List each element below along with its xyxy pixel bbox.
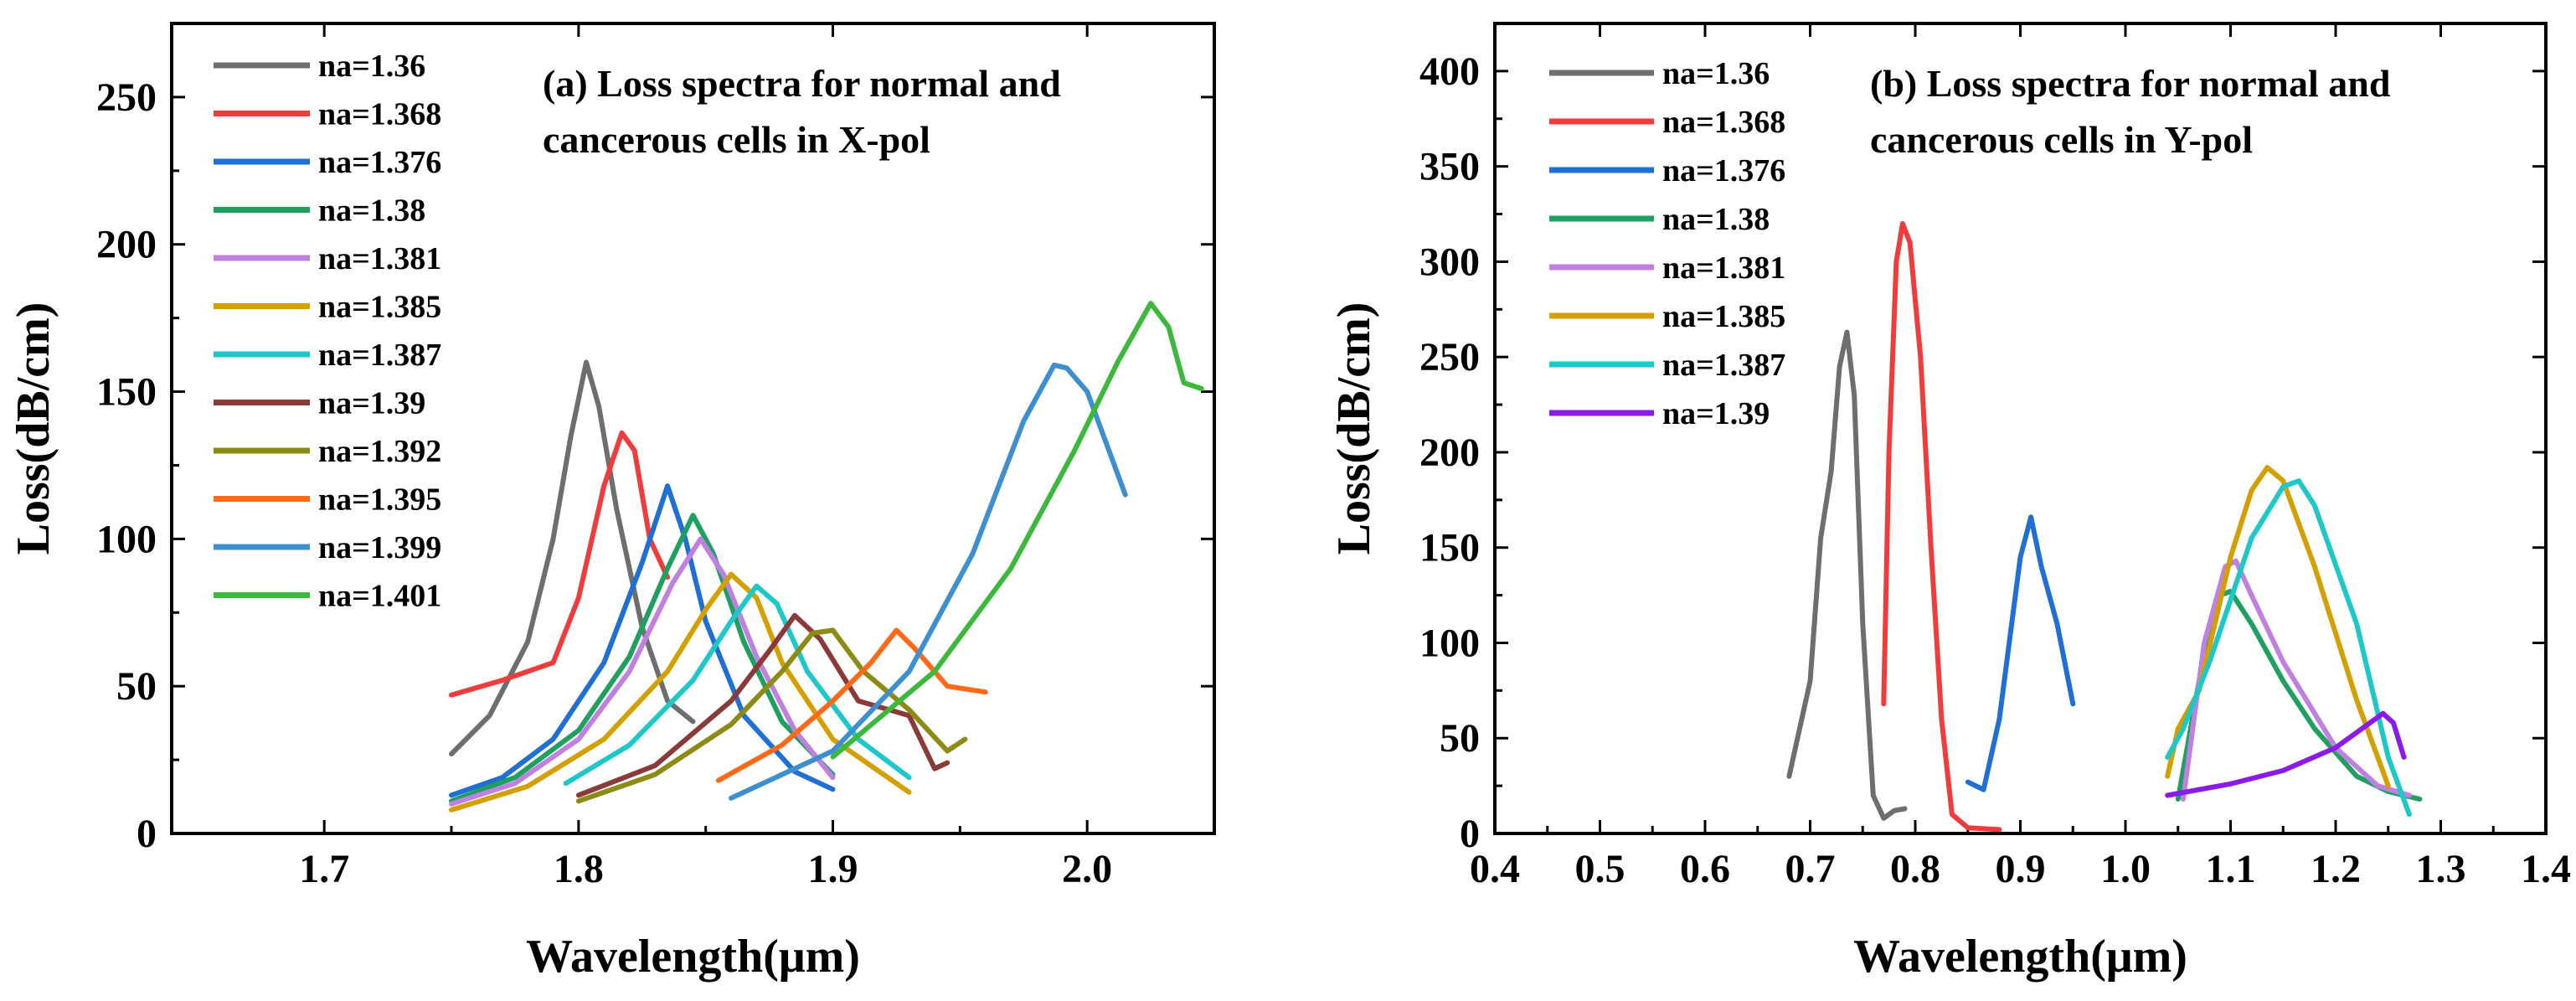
legend-label: na=1.39 xyxy=(1662,396,1770,431)
series-line-na=1.385 xyxy=(449,571,912,813)
legend-label: na=1.38 xyxy=(1662,202,1770,237)
y-tick-label: 300 xyxy=(1419,240,1480,284)
x-tick-label: 2.0 xyxy=(1062,847,1112,891)
y-tick-label: 0 xyxy=(137,812,157,856)
legend-label: na=1.387 xyxy=(318,338,441,373)
series-line-na=1.381 xyxy=(449,536,836,807)
x-tick-label: 1.7 xyxy=(299,847,349,891)
legend-label: na=1.395 xyxy=(318,482,441,518)
series-line-na=1.39 xyxy=(575,612,951,798)
x-tick-label: 1.0 xyxy=(2100,847,2151,891)
legend-label: na=1.385 xyxy=(1662,299,1785,334)
chart-title-line: cancerous cells in X-pol xyxy=(543,118,930,161)
x-tick-label: 0.7 xyxy=(1785,847,1836,891)
legend: na=1.36 na=1.368 na=1.376 na=1.38 na=1.381 na… xyxy=(214,49,441,614)
chart-panel-a: 1.7 1.8 1.9 2.0 0 50 100 150 200 250 Wavelength(μm… xyxy=(8,22,1216,983)
legend-label: na=1.368 xyxy=(318,97,441,132)
legend-label: na=1.385 xyxy=(318,290,441,325)
chart-title-line: cancerous cells in Y-pol xyxy=(1870,118,2253,161)
x-axis-label: Wavelength(μm) xyxy=(1853,931,2187,983)
series-line-na=1.36 xyxy=(1786,329,1908,821)
chart-title-line: (b) Loss spectra for normal and xyxy=(1870,62,2391,105)
series-line-na=1.401 xyxy=(830,301,1204,760)
y-axis-label: Loss(dB/cm) xyxy=(1328,302,1380,555)
x-tick-label: 0.9 xyxy=(1996,847,2046,891)
y-tick-label: 250 xyxy=(1419,335,1480,379)
y-axis-label: Loss(dB/cm) xyxy=(8,302,59,555)
y-tick-label: 150 xyxy=(1419,526,1480,570)
x-tick-label: 0.6 xyxy=(1680,847,1730,891)
y-tick-label: 0 xyxy=(1460,812,1480,856)
chart-title-line: (a) Loss spectra for normal and xyxy=(543,62,1061,105)
series-line-na=1.387 xyxy=(2165,478,2412,818)
legend-label: na=1.381 xyxy=(1662,250,1785,286)
series-line-na=1.376 xyxy=(1965,514,2076,792)
x-tick-label: 0.4 xyxy=(1470,847,1520,891)
series-line-na=1.368 xyxy=(1881,220,2002,833)
x-tick-label: 1.1 xyxy=(2206,847,2256,891)
legend-label: na=1.381 xyxy=(318,241,441,276)
series-line-na=1.376 xyxy=(449,483,836,798)
x-tick-label: 1.3 xyxy=(2416,847,2466,891)
legend: na=1.36 na=1.368 na=1.376 na=1.38 na=1.381 na… xyxy=(1549,56,1785,431)
series-group xyxy=(1786,220,2423,833)
y-tick-label: 350 xyxy=(1419,145,1480,189)
chart-panel-b: 0.4 0.5 0.6 0.7 0.8 0.9 1.0 1.1 1.2 1.3 1.4 0 50 100 1… xyxy=(1328,22,2571,983)
y-tick-label: 50 xyxy=(1440,716,1480,761)
legend-label: na=1.36 xyxy=(1662,56,1770,91)
legend-label: na=1.376 xyxy=(318,145,441,180)
series-line-na=1.368 xyxy=(449,430,671,698)
legend-label: na=1.368 xyxy=(1662,105,1785,140)
series-group xyxy=(449,301,1204,813)
series-line-na=1.392 xyxy=(575,627,968,804)
plot-frame xyxy=(170,22,1216,835)
series-line-na=1.36 xyxy=(449,359,696,757)
series-line-na=1.381 xyxy=(2181,558,2412,802)
x-tick-label: 0.8 xyxy=(1890,847,1940,891)
y-tick-label: 150 xyxy=(96,370,157,415)
y-tick-label: 100 xyxy=(1419,621,1480,665)
legend-label: na=1.38 xyxy=(318,193,425,229)
x-tick-label: 1.9 xyxy=(808,847,858,891)
legend-label: na=1.392 xyxy=(318,434,441,469)
legend-label: na=1.376 xyxy=(1662,153,1785,188)
legend-label: na=1.399 xyxy=(318,530,441,565)
y-tick-label: 250 xyxy=(96,75,157,120)
x-tick-label: 1.8 xyxy=(554,847,604,891)
series-line-na=1.39 xyxy=(2165,710,2407,798)
series-line-na=1.395 xyxy=(715,627,988,783)
series-line-na=1.38 xyxy=(449,513,836,804)
x-tick-label: 1.2 xyxy=(2311,847,2361,891)
y-tick-label: 100 xyxy=(96,517,157,561)
y-tick-label: 400 xyxy=(1419,49,1480,94)
x-axis-label: Wavelength(μm) xyxy=(526,931,860,983)
legend-label: na=1.401 xyxy=(318,579,441,614)
x-tick-label: 0.5 xyxy=(1575,847,1625,891)
legend-label: na=1.36 xyxy=(318,49,425,84)
legend-label: na=1.39 xyxy=(318,386,425,421)
x-tick-label: 1.4 xyxy=(2521,847,2571,891)
series-line-na=1.399 xyxy=(729,362,1128,801)
y-tick-label: 50 xyxy=(116,664,157,709)
y-tick-label: 200 xyxy=(96,223,157,267)
legend-label: na=1.387 xyxy=(1662,348,1785,383)
y-tick-label: 200 xyxy=(1419,431,1480,475)
series-line-na=1.387 xyxy=(563,583,912,787)
